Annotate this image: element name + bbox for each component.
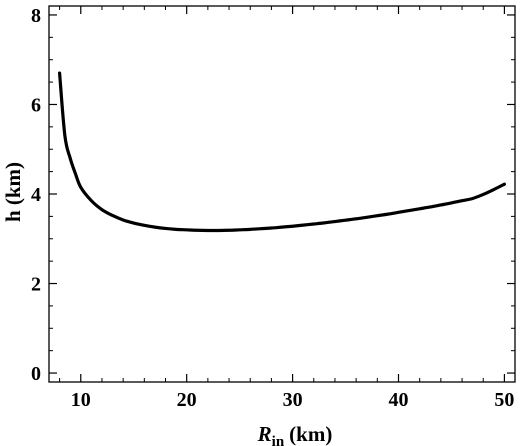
x-tick-label: 30 xyxy=(283,389,303,411)
series-line-0 xyxy=(57,71,507,233)
axis-labels: Rin (km) h (km) xyxy=(1,162,332,446)
x-tick-label: 50 xyxy=(494,389,514,411)
x-tick-label: 40 xyxy=(389,389,409,411)
x-tick-label: 10 xyxy=(71,389,91,411)
x-axis-label: Rin (km) xyxy=(257,422,333,446)
y-tick-label: 4 xyxy=(31,184,41,206)
plot-area xyxy=(57,71,507,233)
plot-frame xyxy=(48,5,516,383)
x-tick-label: 20 xyxy=(177,389,197,411)
axes: 10 20 30 40 50 0 2 4 6 8 xyxy=(31,5,516,411)
x-axis-label-unit: (km) xyxy=(289,422,332,446)
y-tick-label: 6 xyxy=(31,94,41,116)
x-axis-label-subscript: in xyxy=(272,434,285,446)
y-tick-label: 2 xyxy=(31,274,41,296)
x-axis-label-main: R xyxy=(257,422,272,446)
y-tick-label: 0 xyxy=(31,363,41,385)
y-tick-label: 8 xyxy=(31,5,41,27)
y-axis-label: h (km) xyxy=(1,162,25,222)
